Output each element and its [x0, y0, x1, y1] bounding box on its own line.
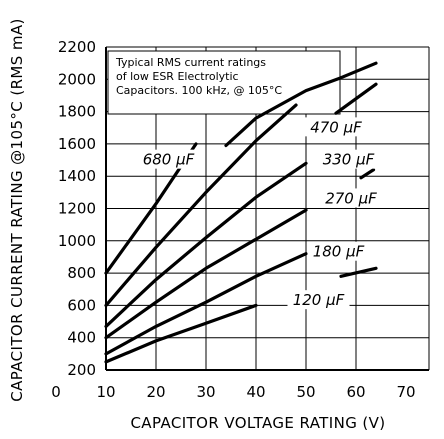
series-label-1: 470 µF — [310, 118, 362, 136]
y-tick-label-200: 200 — [67, 361, 96, 379]
annotation-note-line-2: of low ESR Electrolytic — [116, 70, 239, 83]
y-tick-label-600: 600 — [67, 296, 96, 314]
series-line-120f — [104, 252, 308, 356]
series-label-bg-3 — [320, 188, 382, 208]
y-tick-label-2000: 2000 — [58, 70, 96, 88]
x-tick-label-10: 10 — [96, 383, 115, 401]
x-tick-label-50: 50 — [296, 383, 315, 401]
series-line-330f — [104, 103, 298, 307]
y-tick-label-400: 400 — [67, 329, 96, 347]
annotation-note-line-1: Typical RMS current ratings — [115, 56, 266, 69]
series-line-180f — [104, 208, 308, 340]
series-line-470f — [224, 61, 378, 148]
grid — [105, 46, 430, 371]
y-tick-label-1800: 1800 — [58, 103, 96, 121]
annotation-note-line-3: Capacitors. 100 kHz, @ 105°C — [116, 84, 282, 97]
extra-segment-3 — [339, 266, 378, 278]
series-label-3: 270 µF — [325, 189, 377, 207]
series-label-bg-1 — [305, 117, 367, 137]
x-tick-label-0: 0 — [51, 383, 61, 401]
series-label-bg-4 — [307, 241, 370, 261]
x-tick-label-30: 30 — [196, 383, 215, 401]
x-tick-label-60: 60 — [346, 383, 365, 401]
y-tick-label-800: 800 — [67, 264, 96, 282]
y-axis-label: CAPACITOR CURRENT RATING @105°C (RMS mA) — [8, 18, 26, 402]
x-axis-label: CAPACITOR VOLTAGE RATING (V) — [130, 414, 385, 432]
series-label-bg-0 — [137, 149, 200, 169]
extra-segment-2 — [359, 168, 376, 180]
series-line-unlabeled-6 — [104, 303, 258, 364]
y-tick-label-1400: 1400 — [58, 167, 96, 185]
y-tick-label-1600: 1600 — [58, 135, 96, 153]
series-label-0: 680 µF — [143, 151, 195, 169]
series-labels: 680 µF 470 µF 330 µF 270 µF 180 µF 120 µF — [137, 117, 382, 310]
series-label-bg-2 — [317, 149, 380, 169]
series-label-2: 330 µF — [323, 151, 375, 169]
y-tick-label-1000: 1000 — [58, 232, 96, 250]
annotation-note-box — [107, 50, 341, 115]
series-line-270f — [104, 161, 308, 328]
y-tick-label-1200: 1200 — [58, 200, 96, 218]
x-tick-label-70: 70 — [396, 383, 415, 401]
series-lines — [104, 61, 378, 364]
x-tick-label-40: 40 — [246, 383, 265, 401]
annotation-note: Typical RMS current ratings of low ESR E… — [107, 50, 341, 115]
series-label-bg-5 — [287, 290, 350, 310]
y-tick-label-2200: 2200 — [58, 38, 96, 56]
extra-segment-0 — [334, 82, 378, 115]
x-tick-label-20: 20 — [146, 383, 165, 401]
series-label-4: 180 µF — [313, 243, 365, 261]
series-label-5: 120 µF — [293, 291, 345, 309]
tick-labels: 0 10 20 30 40 50 60 70 200 400 600 800 1000 1200 1400 1… — [51, 38, 415, 401]
